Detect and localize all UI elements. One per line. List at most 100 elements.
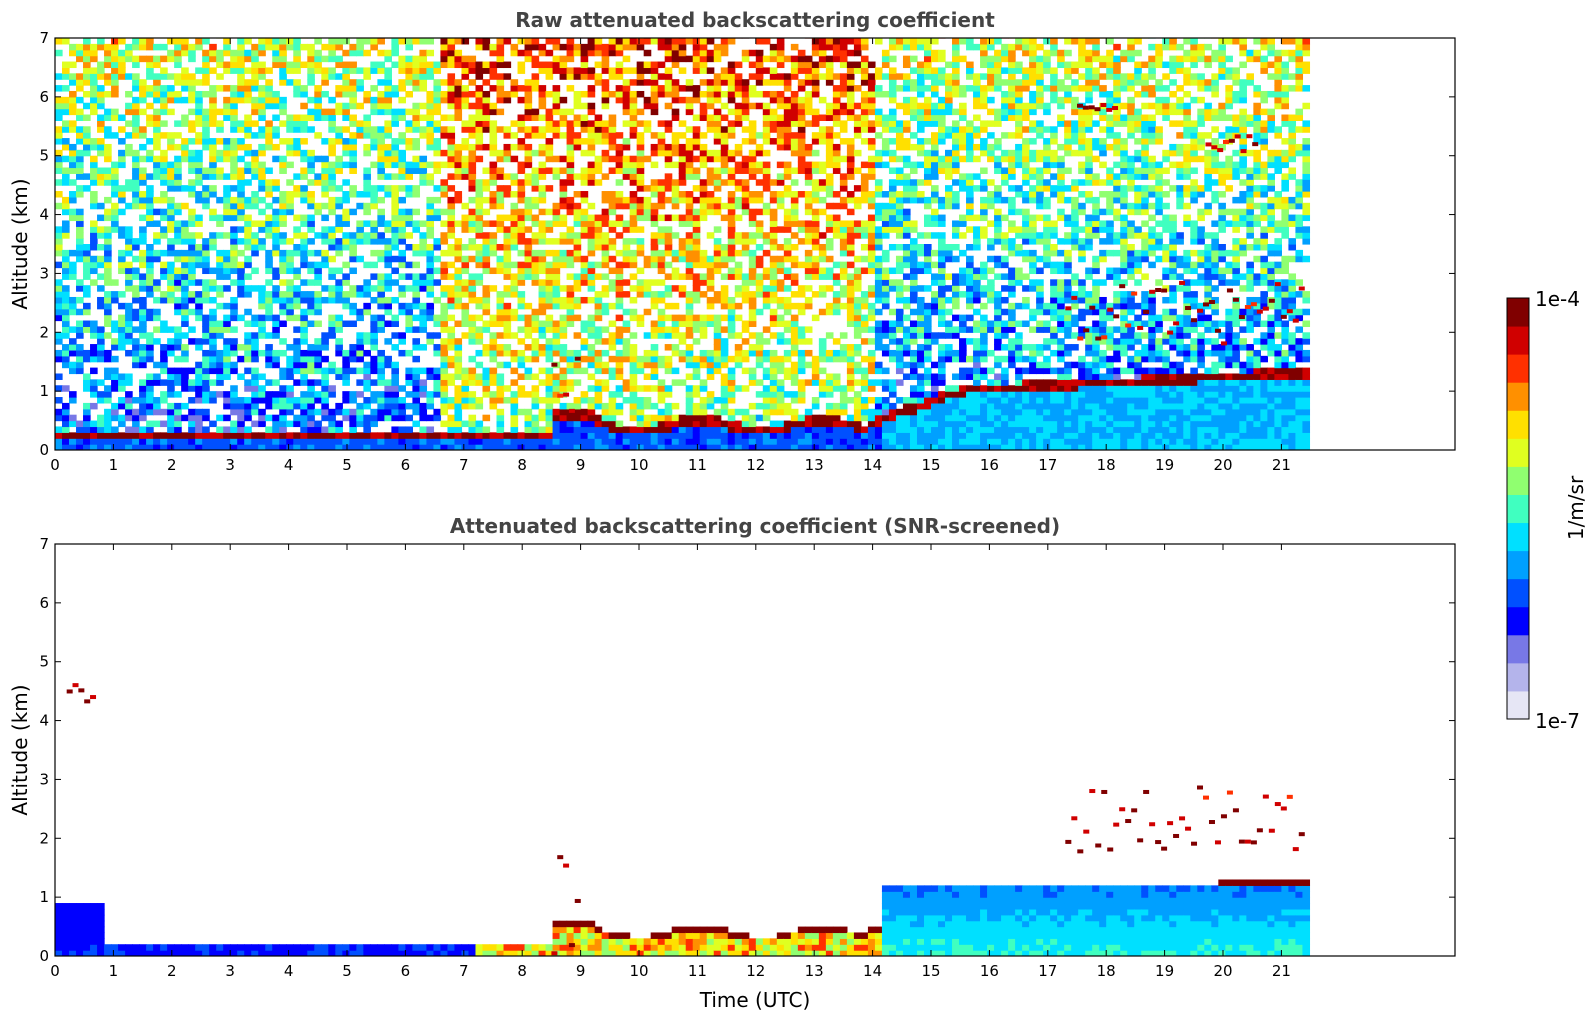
heatmap-cell bbox=[692, 367, 701, 375]
heatmap-cell bbox=[692, 249, 701, 257]
heatmap-cell bbox=[783, 79, 792, 86]
heatmap-cell bbox=[363, 373, 371, 380]
heatmap-cell bbox=[643, 208, 652, 216]
heatmap-cell bbox=[426, 314, 435, 322]
heatmap-cell bbox=[657, 379, 666, 386]
heatmap-cell bbox=[55, 261, 63, 269]
heatmap-cell bbox=[300, 114, 308, 121]
heatmap-cell bbox=[62, 361, 70, 369]
heatmap-cell bbox=[734, 102, 743, 110]
heatmap-cell bbox=[167, 244, 175, 251]
heatmap-cell bbox=[391, 367, 399, 375]
heatmap-cell bbox=[349, 420, 357, 428]
heatmap-cell bbox=[265, 379, 273, 386]
heatmap-cell bbox=[482, 349, 491, 357]
heatmap-cell bbox=[601, 90, 610, 98]
heatmap-cell bbox=[573, 90, 582, 98]
heatmap-cell bbox=[398, 285, 406, 292]
heatmap-cell bbox=[482, 96, 491, 104]
heatmap-cell bbox=[678, 220, 687, 227]
heatmap-cell bbox=[377, 379, 385, 386]
heatmap-cell bbox=[202, 326, 210, 333]
heatmap-cell bbox=[629, 255, 638, 263]
heatmap-cell bbox=[153, 61, 161, 69]
heatmap-cell bbox=[426, 414, 435, 422]
heatmap-cell bbox=[405, 438, 414, 445]
heatmap-cell bbox=[741, 296, 750, 304]
heatmap-cell bbox=[237, 90, 245, 98]
heatmap-cell bbox=[258, 102, 266, 110]
heatmap-cell bbox=[349, 232, 357, 239]
heatmap-cell bbox=[160, 191, 168, 198]
heatmap-cell bbox=[489, 432, 498, 439]
heatmap-cell bbox=[153, 285, 161, 292]
heatmap-cell bbox=[594, 120, 603, 127]
heatmap-cell bbox=[293, 114, 301, 121]
heatmap-cell bbox=[468, 185, 477, 192]
heatmap-cell bbox=[580, 149, 589, 157]
heatmap-cell bbox=[335, 432, 343, 439]
heatmap-cell bbox=[314, 279, 322, 286]
heatmap-cell bbox=[132, 338, 140, 345]
heatmap-cell bbox=[398, 114, 406, 121]
heatmap-cell bbox=[363, 120, 371, 127]
heatmap-cell bbox=[321, 408, 329, 416]
heatmap-cell bbox=[300, 155, 308, 163]
heatmap-cell bbox=[496, 397, 505, 404]
heatmap-cell bbox=[321, 249, 329, 257]
heatmap-cell bbox=[356, 226, 364, 233]
heatmap-cell bbox=[125, 149, 133, 157]
heatmap-cell bbox=[727, 320, 736, 327]
heatmap-cell bbox=[650, 67, 659, 74]
heatmap-cell bbox=[342, 108, 350, 116]
heatmap-cell bbox=[447, 143, 456, 151]
heatmap-cell bbox=[321, 397, 329, 404]
heatmap-cell bbox=[482, 426, 491, 433]
heatmap-cell bbox=[62, 302, 70, 310]
heatmap-cell bbox=[762, 408, 771, 416]
heatmap-cell bbox=[356, 238, 364, 245]
heatmap-cell bbox=[349, 143, 357, 151]
heatmap-cell bbox=[685, 385, 694, 392]
heatmap-cell bbox=[769, 55, 778, 63]
heatmap-cell bbox=[286, 314, 294, 322]
heatmap-cell bbox=[237, 314, 245, 322]
heatmap-cell bbox=[692, 261, 701, 269]
heatmap-cell bbox=[601, 426, 610, 433]
heatmap-cell bbox=[265, 432, 273, 439]
heatmap-cell bbox=[181, 143, 189, 151]
heatmap-cell bbox=[125, 279, 133, 286]
heatmap-cell bbox=[188, 238, 196, 245]
heatmap-cell bbox=[440, 285, 449, 292]
heatmap-cell bbox=[678, 285, 687, 292]
heatmap-cell bbox=[118, 126, 126, 133]
heatmap-cell bbox=[475, 179, 484, 186]
heatmap-cell bbox=[720, 355, 729, 363]
heatmap-cell bbox=[503, 61, 512, 69]
heatmap-cell bbox=[608, 367, 617, 375]
heatmap-cell bbox=[111, 373, 119, 380]
heatmap-cell bbox=[594, 73, 603, 80]
heatmap-cell bbox=[566, 426, 575, 433]
heatmap-cell bbox=[90, 173, 98, 180]
heatmap-cell bbox=[167, 326, 175, 333]
heatmap-cell bbox=[167, 438, 175, 445]
heatmap-cell bbox=[244, 402, 252, 410]
heatmap-cell bbox=[258, 167, 266, 174]
heatmap-cell bbox=[797, 332, 806, 339]
heatmap-cell bbox=[524, 391, 533, 398]
heatmap-cell bbox=[741, 273, 750, 280]
heatmap-cell bbox=[622, 202, 631, 210]
heatmap-cell bbox=[629, 249, 638, 257]
heatmap-cell bbox=[300, 426, 308, 433]
heatmap-cell bbox=[538, 232, 547, 239]
heatmap-cell bbox=[769, 426, 778, 433]
heatmap-cell bbox=[755, 255, 764, 263]
heatmap-cell bbox=[419, 38, 428, 45]
heatmap-cell bbox=[468, 90, 477, 98]
heatmap-cell bbox=[349, 61, 357, 69]
heatmap-cell bbox=[573, 420, 582, 428]
heatmap-cell bbox=[132, 43, 140, 51]
heatmap-cell bbox=[412, 143, 421, 151]
heatmap-cell bbox=[685, 126, 694, 133]
